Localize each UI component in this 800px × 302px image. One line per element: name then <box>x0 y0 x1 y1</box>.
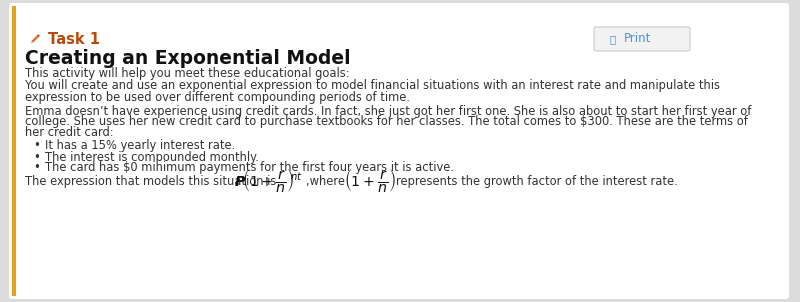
Text: •: • <box>33 140 40 153</box>
Text: college. She uses her new credit card to purchase textbooks for her classes. The: college. She uses her new credit card to… <box>25 115 748 128</box>
Text: •: • <box>33 150 40 163</box>
Text: •: • <box>33 162 40 175</box>
Text: It has a 15% yearly interest rate.: It has a 15% yearly interest rate. <box>45 140 235 153</box>
Text: her credit card:: her credit card: <box>25 127 114 140</box>
Bar <box>12 6 16 296</box>
Text: 🖨: 🖨 <box>610 34 616 44</box>
Polygon shape <box>31 35 38 43</box>
Text: You will create and use an exponential expression to model financial situations : You will create and use an exponential e… <box>25 79 720 92</box>
Text: This activity will help you meet these educational goals:: This activity will help you meet these e… <box>25 68 350 81</box>
Polygon shape <box>37 34 40 37</box>
Text: Task 1: Task 1 <box>48 31 100 47</box>
Text: $\left(1+\dfrac{r}{n}\right)$: $\left(1+\dfrac{r}{n}\right)$ <box>344 169 396 195</box>
Text: $\boldsymbol{P}\!\left(1+\dfrac{r}{n}\right)^{\!\!nt}$: $\boldsymbol{P}\!\left(1+\dfrac{r}{n}\ri… <box>234 169 303 195</box>
Text: ,where: ,where <box>306 175 349 188</box>
Text: expression to be used over different compounding periods of time.: expression to be used over different com… <box>25 91 410 104</box>
Text: Creating an Exponential Model: Creating an Exponential Model <box>25 50 350 69</box>
Text: The interest is compounded monthly.: The interest is compounded monthly. <box>45 150 259 163</box>
FancyBboxPatch shape <box>9 3 789 299</box>
Text: Emma doesn’t have experience using credit cards. In fact, she just got her first: Emma doesn’t have experience using credi… <box>25 104 751 117</box>
Text: represents the growth factor of the interest rate.: represents the growth factor of the inte… <box>396 175 678 188</box>
Text: The expression that models this situation is: The expression that models this situatio… <box>25 175 280 188</box>
Text: The card has $0 minimum payments for the first four years it is active.: The card has $0 minimum payments for the… <box>45 162 454 175</box>
FancyBboxPatch shape <box>594 27 690 51</box>
Text: Print: Print <box>624 33 651 46</box>
Polygon shape <box>30 41 33 43</box>
